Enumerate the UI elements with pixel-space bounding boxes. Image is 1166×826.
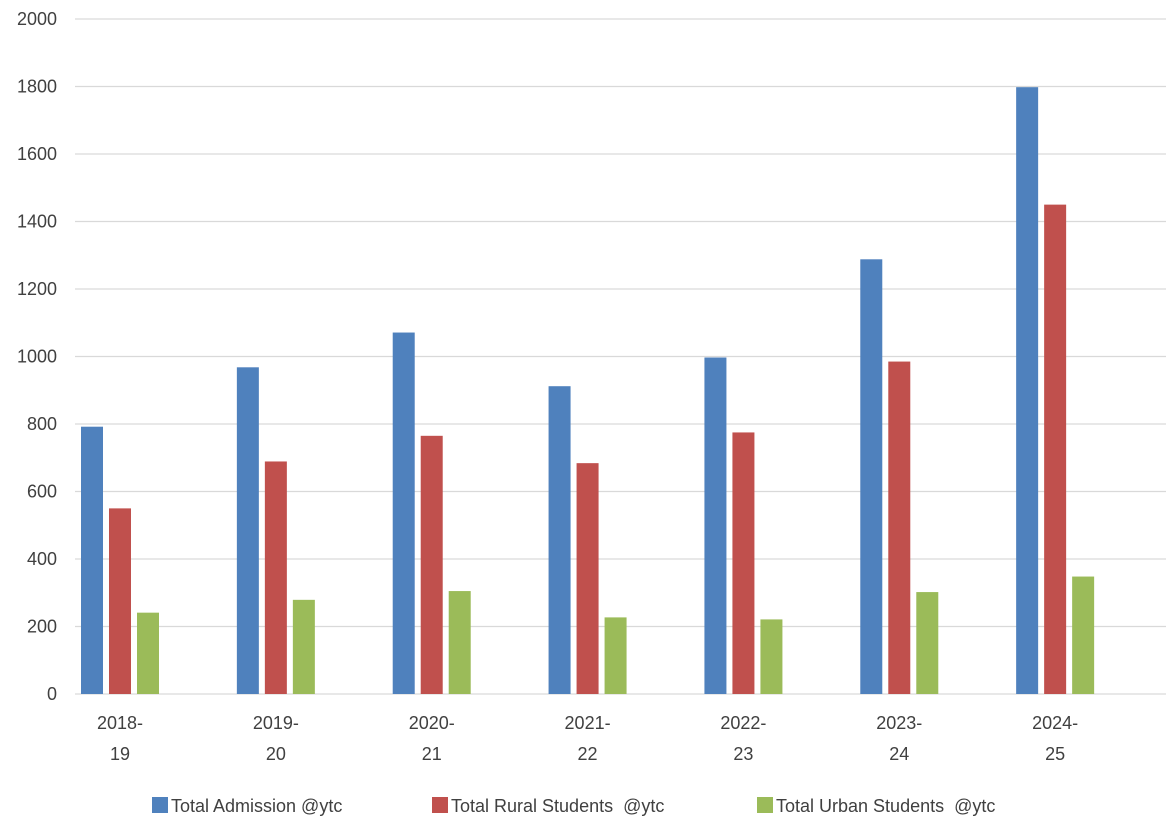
y-tick-label: 1400	[17, 212, 57, 232]
bar	[704, 357, 727, 694]
y-tick-label: 800	[27, 414, 57, 434]
bar	[264, 461, 287, 694]
bar	[420, 435, 443, 694]
x-tick-label: 2020-	[409, 713, 455, 733]
bar	[236, 367, 259, 694]
bar	[604, 617, 627, 694]
y-tick-label: 1800	[17, 77, 57, 97]
y-tick-label: 1600	[17, 144, 57, 164]
x-tick-label: 25	[1045, 744, 1065, 764]
y-tick-label: 2000	[17, 9, 57, 29]
legend-label: Total Rural Students @ytc	[451, 796, 664, 816]
bar	[392, 332, 415, 694]
bar	[1016, 87, 1039, 695]
legend-swatch	[152, 797, 168, 813]
x-tick-label: 2023-	[876, 713, 922, 733]
bar	[137, 612, 159, 694]
x-tick-label: 2022-	[720, 713, 766, 733]
x-tick-label: 24	[889, 744, 909, 764]
y-tick-label: 0	[47, 684, 57, 704]
bar	[292, 599, 315, 694]
legend: Total Admission @ytc Total Rural Students…	[152, 796, 995, 816]
x-tick-label: 19	[110, 744, 130, 764]
y-tick-label: 1000	[17, 347, 57, 367]
x-tick-label: 2021-	[565, 713, 611, 733]
bar	[732, 432, 755, 694]
bar	[1072, 576, 1095, 694]
y-tick-label: 600	[27, 482, 57, 502]
x-tick-label: 2024-	[1032, 713, 1078, 733]
bar	[760, 619, 783, 694]
bar	[81, 426, 103, 694]
y-tick-label: 400	[27, 549, 57, 569]
y-axis-ticks: 0 200 400 600 800 1000 1200 1400 1600 1800 2000	[17, 9, 57, 704]
legend-swatch	[432, 797, 448, 813]
bar	[916, 592, 939, 694]
legend-swatch	[757, 797, 773, 813]
x-axis-ticks: 2018- 19 2019- 20 2020- 21 2021- 22 2022- 23 2023-…	[97, 713, 1078, 764]
x-tick-label: 21	[422, 744, 442, 764]
x-tick-label: 20	[266, 744, 286, 764]
legend-label: Total Urban Students @ytc	[776, 796, 995, 816]
bar	[1044, 204, 1067, 694]
x-tick-label: 2019-	[253, 713, 299, 733]
bars	[81, 87, 1095, 695]
x-tick-label: 23	[733, 744, 753, 764]
legend-label: Total Admission @ytc	[171, 796, 342, 816]
bar	[109, 508, 131, 694]
bar	[576, 463, 599, 694]
x-tick-label: 2018-	[97, 713, 143, 733]
y-tick-label: 1200	[17, 279, 57, 299]
bar	[860, 259, 883, 694]
bar	[448, 591, 471, 694]
bar	[548, 386, 571, 694]
y-tick-label: 200	[27, 617, 57, 637]
bar	[888, 361, 911, 694]
x-tick-label: 22	[578, 744, 598, 764]
